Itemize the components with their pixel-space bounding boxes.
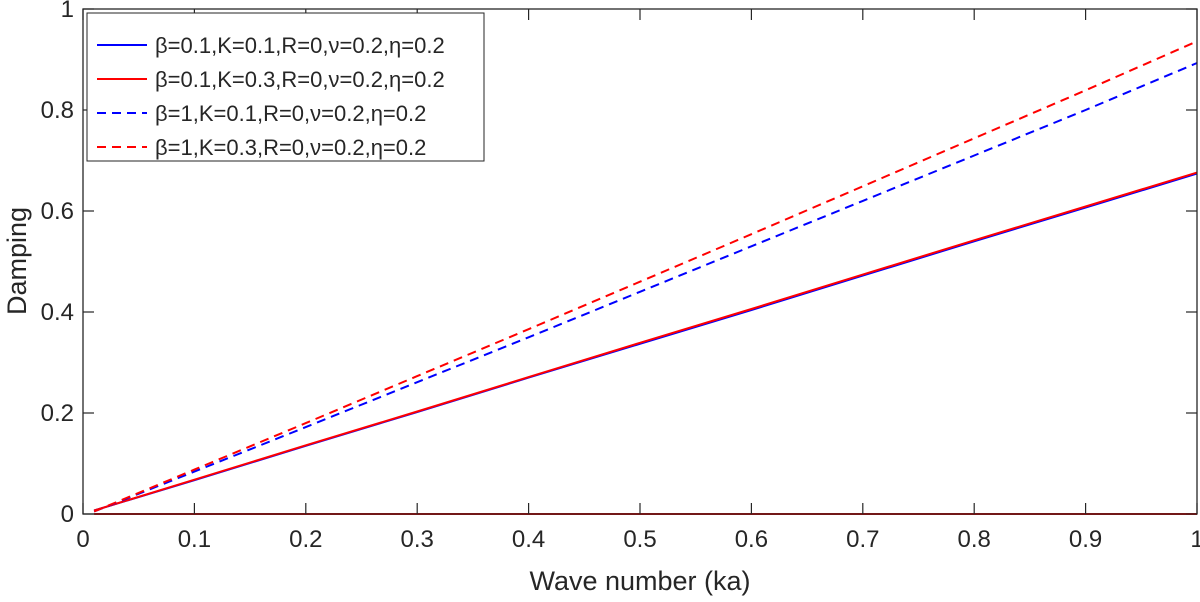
x-axis-label: Wave number (ka) [529,566,750,596]
x-tick-label-0: 0 [76,526,89,553]
x-tick-label-0-6: 0.6 [735,526,768,553]
y-axis-ticks: 0 0.2 0.4 0.6 0.8 1 [41,0,1197,528]
legend-entry-1: β=0.1,K=0.1,R=0,ν=0.2,η=0.2 [155,33,445,58]
series-line-4 [93,40,1198,513]
legend: β=0.1,K=0.1,R=0,ν=0.2,η=0.2 β=0.1,K=0.3,R… [86,12,485,162]
y-tick-label-0: 0 [61,501,74,528]
legend-entry-4: β=1,K=0.3,R=0,ν=0.2,η=0.2 [155,135,426,160]
y-axis-label: Damping [2,207,32,315]
series-line-3 [93,62,1198,513]
x-tick-label-0-4: 0.4 [512,526,545,553]
x-tick-label-0-2: 0.2 [289,526,322,553]
x-tick-label-0-7: 0.7 [846,526,879,553]
legend-entry-3: β=1,K=0.1,R=0,ν=0.2,η=0.2 [155,101,426,126]
x-tick-label-0-5: 0.5 [623,526,656,553]
series-line-2 [93,171,1198,512]
y-tick-label-0-8: 0.8 [41,97,74,124]
y-tick-label-0-4: 0.4 [41,299,74,326]
x-tick-label-0-3: 0.3 [401,526,434,553]
y-tick-label-0-6: 0.6 [41,198,74,225]
x-tick-label-0-9: 0.9 [1069,526,1102,553]
x-tick-label-1: 1 [1190,526,1200,553]
legend-box [86,12,485,162]
legend-entry-2: β=0.1,K=0.3,R=0,ν=0.2,η=0.2 [155,67,445,92]
y-tick-label-1: 1 [61,0,74,23]
y-tick-label-0-2: 0.2 [41,400,74,427]
x-tick-label-0-1: 0.1 [178,526,211,553]
x-axis-ticks: 0 0.1 0.2 0.3 0.4 0.5 0.6 0.7 0.8 0.9 1 [76,9,1200,553]
x-tick-label-0-8: 0.8 [958,526,991,553]
